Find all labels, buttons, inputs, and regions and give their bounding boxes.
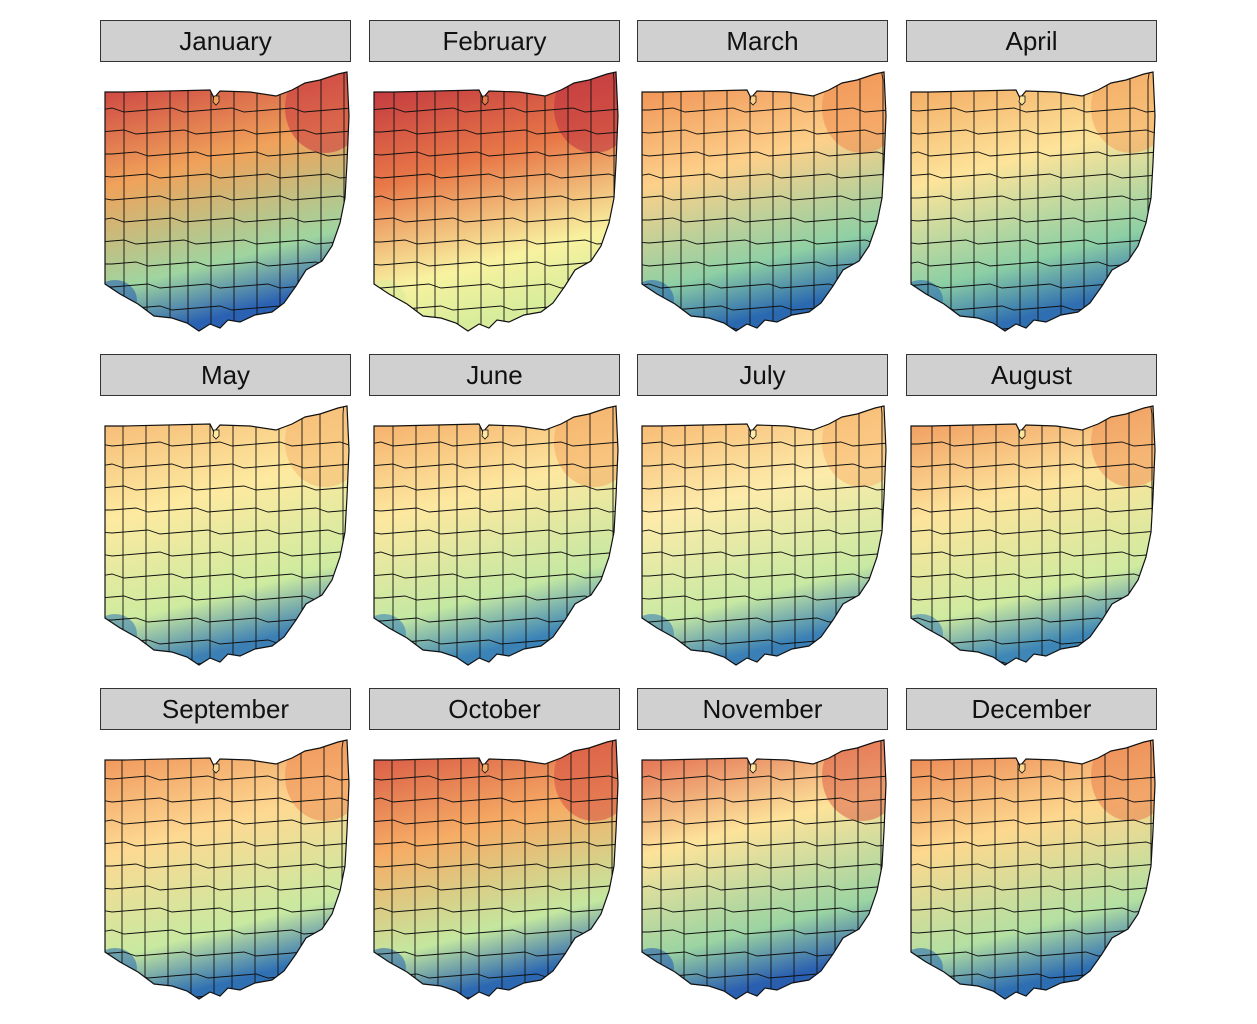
state-fill <box>105 406 349 665</box>
state-outline <box>104 405 350 666</box>
facet-panel: April <box>906 20 1157 350</box>
ohio-county-map <box>641 739 887 1000</box>
facet-strip-label: November <box>637 688 888 730</box>
facet-strip-label: June <box>369 354 620 396</box>
lake-island <box>212 763 220 774</box>
state-fill <box>374 740 618 999</box>
state-fill <box>911 406 1155 665</box>
lake-island <box>749 763 757 774</box>
facet-panel: September <box>100 688 351 1018</box>
northeast-region <box>822 72 886 153</box>
lake-island <box>212 95 220 106</box>
state-outline <box>373 71 619 332</box>
ohio-county-map <box>641 405 887 666</box>
state-fill <box>642 72 886 331</box>
facet-panel: November <box>637 688 888 1018</box>
state-outline <box>641 739 887 1000</box>
ohio-county-map <box>104 405 350 666</box>
facet-panel: December <box>906 688 1157 1018</box>
state-outline <box>373 405 619 666</box>
facet-panel: March <box>637 20 888 350</box>
northeast-region <box>1091 406 1155 487</box>
state-outline <box>910 71 1156 332</box>
ohio-county-map <box>104 71 350 332</box>
lake-island <box>1018 95 1026 106</box>
lake-island <box>481 429 489 440</box>
facet-panel: July <box>637 354 888 684</box>
state-fill <box>642 740 886 999</box>
lake-island <box>1018 429 1026 440</box>
state-outline <box>641 405 887 666</box>
facet-panel: May <box>100 354 351 684</box>
facet-panel: January <box>100 20 351 350</box>
state-outline <box>641 71 887 332</box>
ohio-county-map <box>373 71 619 332</box>
facet-panel: August <box>906 354 1157 684</box>
ohio-county-map <box>373 739 619 1000</box>
facet-strip-label: January <box>100 20 351 62</box>
facet-panel: February <box>369 20 620 350</box>
facet-strip-label: October <box>369 688 620 730</box>
lake-island <box>1018 763 1026 774</box>
ohio-county-map <box>910 71 1156 332</box>
state-fill <box>105 72 349 331</box>
facet-strip-label: March <box>637 20 888 62</box>
facet-strip-label: December <box>906 688 1157 730</box>
state-fill <box>911 72 1155 331</box>
lake-island <box>212 429 220 440</box>
facet-strip-label: July <box>637 354 888 396</box>
state-outline <box>910 739 1156 1000</box>
state-fill <box>105 740 349 999</box>
state-fill <box>374 406 618 665</box>
facet-strip-label: September <box>100 688 351 730</box>
facet-strip-label: August <box>906 354 1157 396</box>
ohio-county-map <box>910 739 1156 1000</box>
lake-island <box>481 95 489 106</box>
state-outline <box>104 739 350 1000</box>
ohio-county-map <box>373 405 619 666</box>
ohio-county-map <box>641 71 887 332</box>
state-outline <box>373 739 619 1000</box>
facet-panel: June <box>369 354 620 684</box>
facet-panel: October <box>369 688 620 1018</box>
lake-island <box>749 429 757 440</box>
facet-strip-label: February <box>369 20 620 62</box>
facet-strip-label: April <box>906 20 1157 62</box>
ohio-county-map <box>910 405 1156 666</box>
state-outline <box>104 71 350 332</box>
state-outline <box>910 405 1156 666</box>
facet-strip-label: May <box>100 354 351 396</box>
lake-island <box>481 763 489 774</box>
ohio-county-map <box>104 739 350 1000</box>
lake-island <box>749 95 757 106</box>
